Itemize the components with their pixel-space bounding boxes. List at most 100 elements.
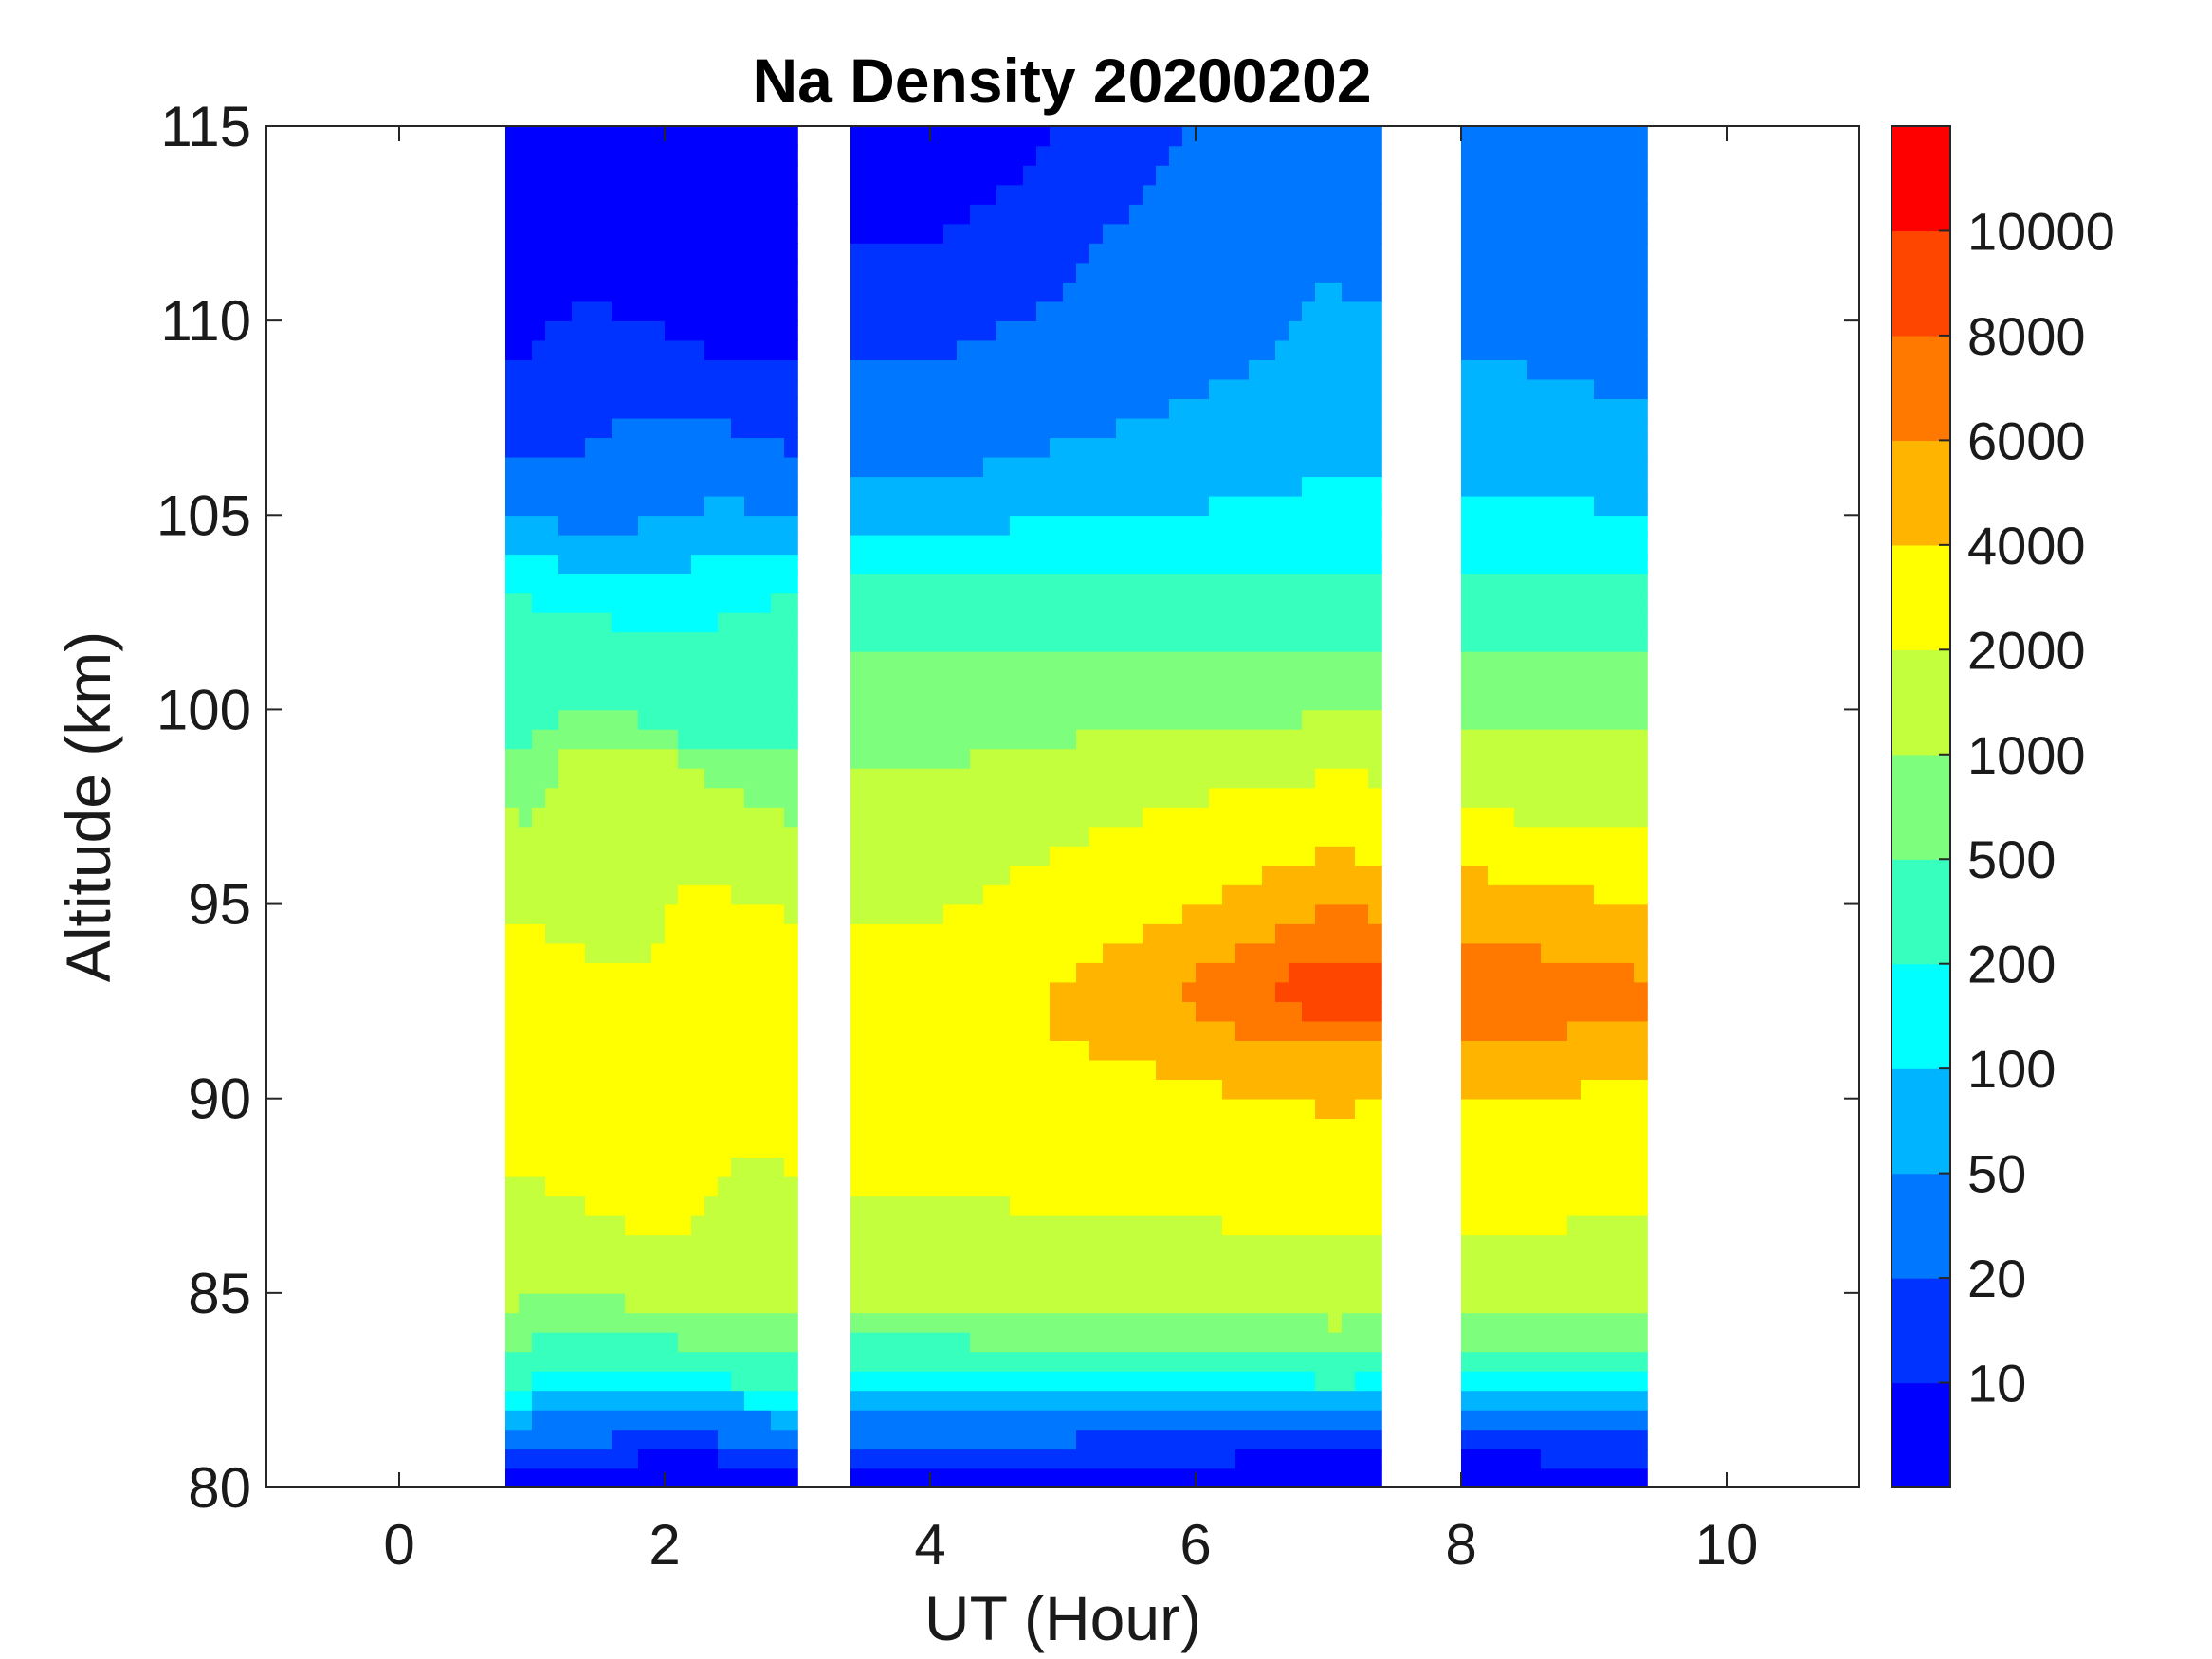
contour-cell (784, 417, 798, 439)
contour-cell (505, 592, 520, 613)
contour-cell (943, 846, 958, 866)
contour-cell (890, 1195, 905, 1216)
contour-cell (1488, 534, 1502, 556)
contour-cell (1116, 787, 1130, 808)
contour-cell (744, 1234, 759, 1255)
contour-cell (1103, 1001, 1117, 1022)
contour-cell (877, 1312, 891, 1333)
contour-cell (1275, 1331, 1289, 1353)
contour-cell (904, 515, 918, 536)
contour-cell (1355, 126, 1369, 147)
contour-cell (943, 378, 958, 399)
contour-cell (1050, 378, 1064, 399)
contour-cell (904, 1059, 918, 1080)
contour-cell (904, 1292, 918, 1314)
contour-cell (1235, 515, 1250, 536)
contour-cell (784, 903, 798, 924)
contour-cell (1143, 1079, 1157, 1100)
contour-cell (1129, 282, 1143, 302)
contour-cell (545, 1448, 559, 1469)
contour-cell (1355, 1370, 1369, 1392)
contour-cell (1355, 1001, 1369, 1022)
contour-cell (1249, 1448, 1263, 1469)
contour-cell (1036, 903, 1051, 924)
contour-cell (731, 728, 745, 750)
contour-cell (1196, 1312, 1210, 1333)
contour-cell (665, 1351, 679, 1372)
contour-cell (1129, 787, 1143, 808)
contour-cell (505, 826, 520, 847)
contour-cell (850, 807, 865, 828)
contour-cell (1023, 1448, 1037, 1469)
contour-cell (904, 126, 918, 147)
contour-cell (1488, 243, 1502, 264)
contour-cell (1209, 243, 1223, 264)
contour-cell (1474, 1001, 1489, 1022)
contour-cell (1156, 631, 1170, 652)
contour-cell (1129, 1390, 1143, 1411)
contour-cell (771, 592, 785, 613)
contour-cell (1196, 865, 1210, 885)
contour-cell (1315, 515, 1329, 536)
contour-cell (1567, 1273, 1581, 1294)
contour-cell (558, 1020, 573, 1041)
contour-cell (718, 223, 732, 244)
contour-cell (572, 417, 586, 439)
contour-cell (558, 573, 573, 594)
contour-cell (691, 1059, 705, 1080)
contour-cell (651, 689, 666, 711)
contour-cell (1262, 1448, 1276, 1469)
contour-cell (784, 1409, 798, 1431)
contour-cell (1501, 320, 1515, 341)
contour-cell (877, 728, 891, 750)
contour-cell (1050, 262, 1064, 283)
contour-cell (744, 728, 759, 750)
contour-cell (996, 689, 1011, 711)
contour-cell (1342, 282, 1356, 302)
contour-cell (1461, 807, 1475, 828)
contour-cell (1023, 728, 1037, 750)
contour-cell (691, 1214, 705, 1236)
contour-cell (1342, 1429, 1356, 1449)
contour-cell (1342, 650, 1356, 672)
contour-cell (1368, 1214, 1382, 1236)
contour-cell (1567, 728, 1581, 750)
contour-cell (1089, 1059, 1104, 1080)
contour-cell (1209, 923, 1223, 944)
contour-cell (1143, 767, 1157, 789)
contour-cell (678, 1079, 692, 1100)
contour-cell (983, 981, 997, 1002)
contour-cell (572, 865, 586, 885)
contour-cell (1169, 1098, 1183, 1120)
contour-cell (1143, 301, 1157, 321)
contour-cell (1501, 1040, 1515, 1061)
contour-cell (1275, 1468, 1289, 1487)
contour-cell (558, 359, 573, 380)
contour-cell (890, 826, 905, 847)
contour-cell (585, 981, 599, 1002)
contour-cell (1182, 495, 1197, 517)
contour-cell (1474, 301, 1489, 321)
contour-cell (943, 1234, 958, 1255)
contour-cell (678, 631, 692, 652)
contour-cell (1567, 787, 1581, 808)
contour-cell (532, 243, 546, 264)
contour-cell (678, 126, 692, 147)
contour-cell (505, 243, 520, 264)
contour-cell (585, 243, 599, 264)
contour-cell (1289, 962, 1303, 983)
contour-cell (877, 1214, 891, 1236)
contour-cell (638, 320, 652, 341)
contour-cell (1129, 631, 1143, 652)
contour-cell (758, 223, 772, 244)
contour-cell (1289, 1273, 1303, 1294)
contour-cell (1355, 1157, 1369, 1177)
contour-cell (625, 865, 639, 885)
contour-cell (1262, 1292, 1276, 1314)
contour-cell (744, 145, 759, 166)
contour-cell (904, 923, 918, 944)
contour-cell (532, 339, 546, 360)
contour-cell (758, 417, 772, 439)
contour-cell (1541, 1040, 1555, 1061)
contour-cell (904, 301, 918, 321)
